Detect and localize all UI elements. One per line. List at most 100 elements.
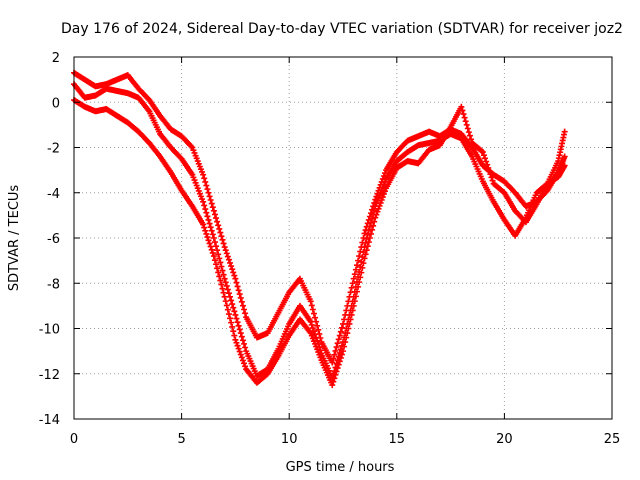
data-point — [239, 357, 246, 364]
data-point — [307, 298, 314, 305]
data-point — [242, 344, 249, 351]
data-point — [371, 207, 378, 214]
data-point — [236, 348, 243, 355]
y-tick-label: -8 — [47, 277, 60, 292]
data-point — [204, 186, 211, 193]
data-point — [232, 311, 239, 318]
data-point — [337, 328, 344, 335]
data-point — [202, 227, 209, 234]
data-point — [227, 293, 234, 300]
data-point — [208, 246, 215, 253]
data-point — [361, 255, 368, 262]
data-point — [210, 207, 217, 214]
data-point — [224, 306, 231, 313]
data-point — [364, 243, 371, 250]
data-point — [369, 215, 376, 222]
y-tick-label: 2 — [52, 51, 60, 66]
data-point — [351, 298, 358, 305]
data-point — [224, 286, 231, 293]
data-point — [200, 198, 207, 205]
data-point — [350, 275, 357, 282]
data-point — [379, 194, 386, 201]
data-point — [361, 244, 368, 251]
data-point — [351, 271, 358, 278]
data-point — [346, 320, 353, 327]
data-point — [338, 351, 345, 358]
data-point — [344, 330, 351, 337]
data-point — [380, 191, 387, 198]
data-point — [466, 132, 473, 139]
data-point — [202, 178, 209, 185]
data-point — [235, 345, 242, 352]
data-point — [208, 200, 215, 207]
x-axis-label: GPS time / hours — [286, 460, 395, 475]
data-point — [360, 235, 367, 241]
x-tick-label: 10 — [281, 432, 298, 447]
data-point — [234, 342, 241, 349]
data-point — [214, 218, 221, 225]
data-point — [329, 359, 336, 366]
data-point — [462, 118, 469, 125]
data-point — [220, 240, 227, 247]
data-point — [348, 311, 355, 318]
data-point — [207, 196, 214, 203]
data-point — [308, 321, 315, 328]
data-point — [312, 314, 319, 321]
data-point — [206, 193, 213, 200]
y-tick-label: -14 — [39, 413, 60, 428]
data-point — [233, 315, 240, 322]
data-point — [234, 319, 241, 326]
data-point — [334, 340, 341, 347]
data-point — [231, 332, 238, 339]
data-point — [350, 302, 357, 309]
data-point — [215, 222, 222, 229]
data-point — [314, 322, 321, 329]
data-point — [483, 158, 490, 165]
data-point — [335, 336, 342, 343]
data-point — [206, 220, 213, 227]
data-point — [225, 290, 232, 297]
data-point — [238, 354, 245, 361]
data-point — [349, 307, 356, 314]
series-trace-a — [71, 69, 568, 366]
data-point — [377, 199, 384, 206]
data-point — [336, 332, 343, 339]
data-point — [333, 344, 340, 351]
data-point — [241, 306, 248, 313]
x-tick-label: 15 — [389, 432, 406, 447]
data-point — [332, 371, 339, 378]
data-point — [241, 360, 248, 367]
data-point — [459, 107, 466, 114]
y-tick-label: -2 — [47, 142, 60, 157]
data-point — [230, 304, 237, 311]
data-point — [221, 244, 228, 251]
data-point — [223, 302, 230, 309]
data-point — [205, 237, 212, 244]
data-point — [219, 285, 226, 292]
x-tick-label: 25 — [604, 432, 621, 447]
data-point — [330, 355, 337, 362]
y-tick-label: -10 — [39, 323, 60, 338]
data-point — [362, 239, 369, 246]
data-point — [215, 251, 222, 258]
data-point — [486, 168, 493, 175]
data-point — [203, 182, 210, 189]
data-point — [232, 275, 239, 282]
data-point — [460, 111, 467, 118]
data-point — [468, 136, 475, 143]
data-point — [308, 302, 315, 309]
data-point — [227, 259, 234, 266]
data-point — [349, 280, 356, 287]
data-point — [465, 129, 472, 136]
data-point — [202, 206, 209, 213]
data-point — [210, 253, 217, 260]
data-point — [489, 177, 496, 184]
data-point — [217, 277, 224, 284]
data-point — [225, 256, 232, 263]
data-point — [315, 326, 322, 333]
data-point — [332, 347, 339, 354]
data-point — [335, 361, 342, 368]
data-point — [375, 205, 382, 212]
data-point — [238, 333, 245, 340]
x-tick-label: 5 — [177, 432, 185, 447]
